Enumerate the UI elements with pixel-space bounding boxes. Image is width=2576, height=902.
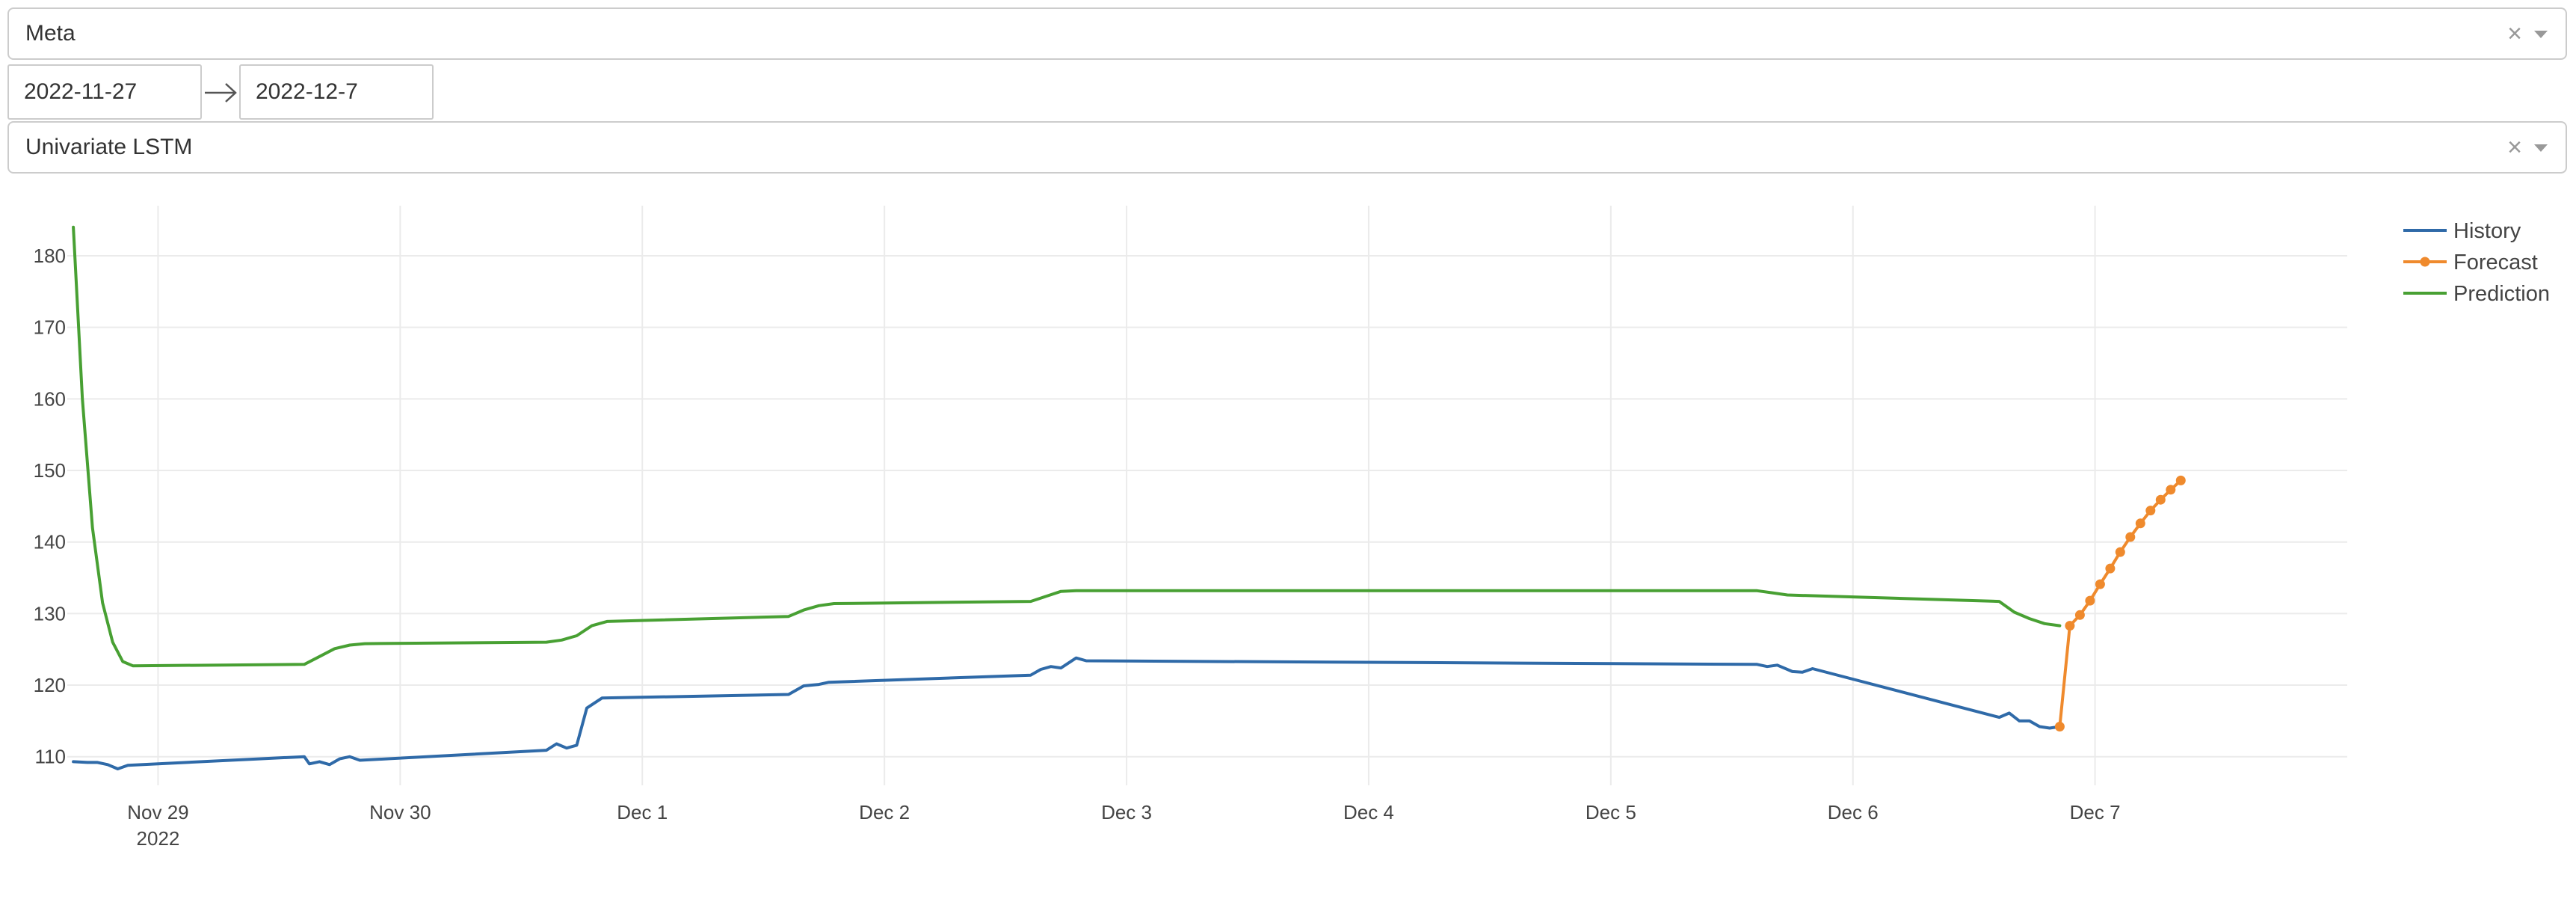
forecast-point [2065, 621, 2075, 631]
legend-label: History [2453, 219, 2521, 243]
series-line-prediction [72, 225, 2062, 668]
y-tick-label: 150 [34, 459, 66, 482]
x-tick-label: Dec 3 [1101, 801, 1152, 823]
clear-icon[interactable]: × [2507, 19, 2522, 48]
legend-label: Prediction [2453, 282, 2550, 306]
clear-icon[interactable]: × [2507, 133, 2522, 162]
chart-grid [67, 206, 2347, 785]
y-tick-label: 160 [34, 387, 66, 410]
x-tick-label: Nov 30 [369, 801, 431, 823]
forecast-point [2095, 579, 2105, 589]
chart-legend[interactable]: History Forecast Prediction [2403, 219, 2550, 306]
model-select[interactable]: Univariate LSTM × [7, 121, 2567, 174]
legend-marker [2420, 257, 2430, 267]
legend-item-forecast[interactable]: Forecast [2403, 251, 2538, 274]
forecast-point [2074, 610, 2085, 620]
x-tick-label: Dec 1 [617, 801, 668, 823]
x-tick-label: Dec 5 [1586, 801, 1636, 823]
forecast-point [2166, 485, 2176, 495]
line-chart: 110 120 130 140 150 160 170 180 Nov 29 2022 Nov 30… [34, 206, 2550, 850]
y-tick-label: 170 [34, 316, 66, 339]
stock-select-value: Meta [25, 21, 76, 46]
legend-item-history[interactable]: History [2403, 219, 2521, 243]
chevron-down-icon[interactable] [2534, 31, 2548, 38]
x-tick-label: Dec 7 [2070, 801, 2121, 823]
x-tick-label: Nov 29 [127, 801, 188, 823]
forecast-point [2175, 475, 2186, 485]
forecast-point [2085, 595, 2095, 606]
forecast-point [2145, 506, 2156, 516]
arrow-right-icon [205, 83, 237, 102]
y-tick-label: 120 [34, 674, 66, 696]
model-select-value: Univariate LSTM [25, 135, 193, 159]
forecast-point [2115, 547, 2125, 557]
legend-item-prediction[interactable]: Prediction [2403, 282, 2550, 306]
y-tick-label: 130 [34, 602, 66, 625]
start-date-input[interactable] [7, 64, 202, 120]
x-tick-year-label: 2022 [137, 827, 180, 850]
x-tick-label: Dec 6 [1828, 801, 1879, 823]
y-tick-label: 110 [35, 746, 66, 768]
forecast-point [2135, 518, 2145, 529]
y-tick-label: 140 [34, 531, 66, 553]
forecast-point [2054, 722, 2065, 731]
y-tick-label: 180 [34, 245, 66, 267]
forecast-point [2155, 494, 2166, 505]
series-line-forecast [2058, 479, 2183, 728]
forecast-point [2105, 563, 2116, 574]
chart-axes: 110 120 130 140 150 160 170 180 Nov 29 2022 Nov 30… [34, 245, 2121, 850]
legend-label: Forecast [2453, 251, 2538, 274]
end-date-input[interactable] [239, 64, 434, 120]
series-line-history [72, 656, 2062, 770]
x-tick-label: Dec 2 [859, 801, 910, 823]
chevron-down-icon[interactable] [2534, 144, 2548, 152]
chart-series [72, 225, 2186, 770]
x-tick-label: Dec 4 [1343, 801, 1394, 823]
forecast-point [2125, 532, 2136, 542]
stock-select[interactable]: Meta × [7, 7, 2567, 60]
